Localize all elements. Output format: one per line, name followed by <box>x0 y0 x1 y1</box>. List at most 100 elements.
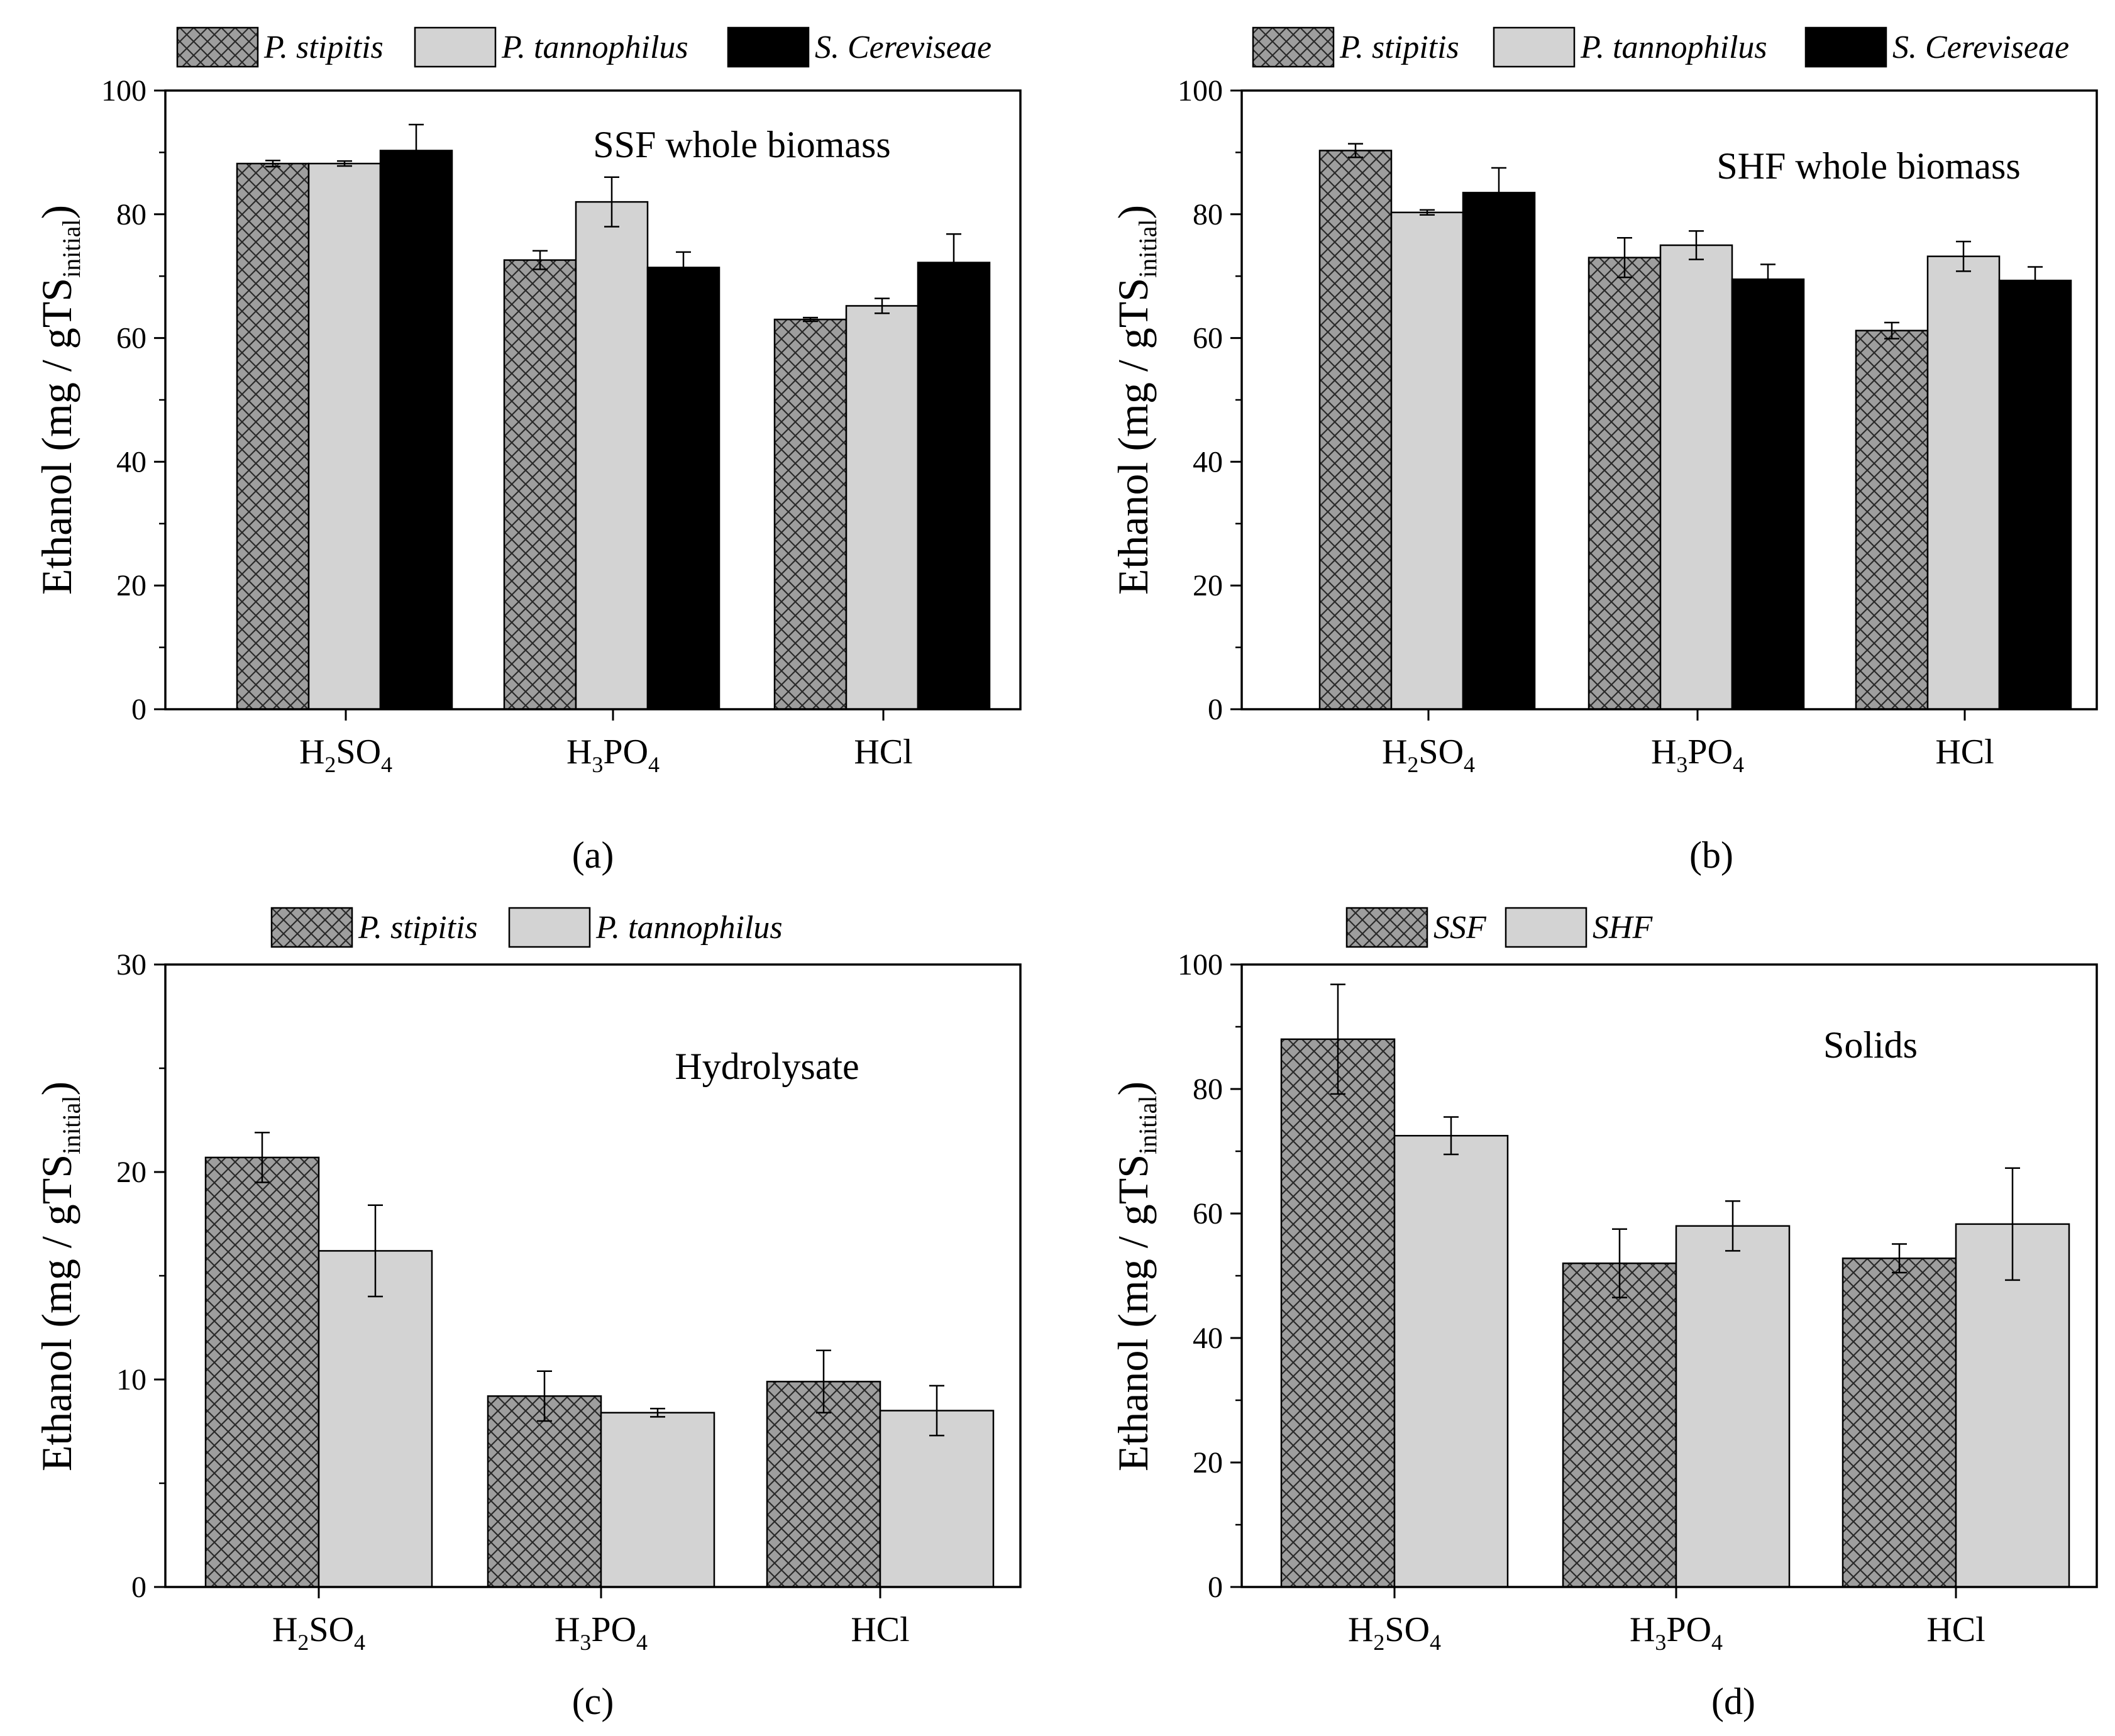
legend-label: P. stipitis <box>358 910 478 946</box>
x-tick-label: HCl <box>1935 733 1994 771</box>
error-bar <box>537 1370 552 1422</box>
error-bar <box>1725 1200 1740 1252</box>
bar-ssf-2 <box>1562 1262 1677 1588</box>
error-bar <box>265 159 280 168</box>
y-tick-label: 80 <box>1193 198 1223 231</box>
y-tick-label: 60 <box>1193 322 1223 355</box>
x-tick-label: HCl <box>854 733 912 771</box>
y-tick-label: 60 <box>1193 1197 1223 1230</box>
error-bar <box>676 251 691 284</box>
x-tick-label: H2SO4 <box>1348 1610 1441 1655</box>
legend-swatch <box>1505 907 1588 948</box>
y-tick-label: 20 <box>1193 569 1223 602</box>
y-tick-label: 80 <box>116 198 146 231</box>
bar-p-tannophilus-2 <box>600 1412 715 1588</box>
panel-label: (b) <box>1689 834 1733 876</box>
panel-label: (d) <box>1711 1681 1755 1722</box>
legend-swatch <box>176 26 259 68</box>
panel-label: (c) <box>572 1681 614 1722</box>
error-bar <box>1348 143 1363 158</box>
error-bar <box>929 1385 944 1437</box>
bar-ssf-1 <box>1280 1038 1396 1588</box>
chart-title: Hydrolysate <box>675 1046 859 1087</box>
legend-label: P. stipitis <box>263 30 384 65</box>
bar-p-tannophilus-1 <box>307 162 382 710</box>
error-bar <box>1689 230 1704 260</box>
bar-p-tannophilus-3 <box>1926 255 2001 710</box>
legend-label: P. tannophilus <box>501 30 688 65</box>
bar-shf-1 <box>1393 1135 1509 1588</box>
y-tick-label: 20 <box>116 569 146 602</box>
legend-swatch <box>1493 26 1576 68</box>
y-tick-label: 0 <box>131 1571 146 1604</box>
y-tick-label: 0 <box>1208 693 1223 726</box>
chart-panel-1: 0 20 40 60 80 100 H2SO4 H3PO4 HCl Ethanol (mg / g… <box>33 26 1022 876</box>
y-tick-label: 10 <box>116 1363 146 1396</box>
x-tick-label: H3PO4 <box>555 1610 648 1655</box>
legend-entry: P. stipitis <box>270 907 478 948</box>
legend-swatch <box>270 907 353 948</box>
x-tick-label: HCl <box>1926 1610 1985 1649</box>
legend-entry: SHF <box>1505 907 1654 948</box>
legend-swatch <box>1804 26 1887 68</box>
legend-label: P. tannophilus <box>1580 30 1767 65</box>
y-tick-label: 0 <box>1208 1571 1223 1604</box>
bar-p-stipitis-2 <box>1588 257 1662 710</box>
error-bar <box>1617 236 1632 279</box>
error-bar <box>533 250 548 270</box>
bar-s-cereviseae-1 <box>379 150 453 710</box>
bar-p-tannophilus-3 <box>845 305 919 710</box>
bar-p-tannophilus-2 <box>575 201 649 710</box>
legend-swatch <box>727 26 810 68</box>
error-bar <box>946 233 961 292</box>
y-tick-label: 0 <box>131 693 146 726</box>
error-bar <box>2005 1167 2020 1281</box>
error-bar <box>1884 321 1899 340</box>
bar-s-cereviseae-1 <box>1462 192 1536 710</box>
error-bar <box>1491 167 1506 218</box>
legend-label: P. tannophilus <box>595 910 783 946</box>
legend-entry: P. stipitis <box>1252 26 1459 68</box>
error-bar <box>650 1407 665 1418</box>
x-tick-label: H3PO4 <box>1651 733 1744 777</box>
y-tick-label: 100 <box>1178 948 1223 981</box>
y-tick-label: 40 <box>1193 1322 1223 1355</box>
bar-p-stipitis-2 <box>503 259 577 710</box>
x-tick-label: H3PO4 <box>566 733 660 777</box>
x-tick-label: H2SO4 <box>1382 733 1475 777</box>
error-bar <box>1892 1243 1907 1274</box>
error-bar <box>1612 1228 1627 1298</box>
error-bar <box>2028 266 2043 295</box>
bar-p-stipitis-3 <box>773 318 848 710</box>
error-bar <box>337 160 352 167</box>
error-bar <box>816 1349 831 1414</box>
error-bar <box>1420 209 1435 216</box>
error-bar <box>1444 1116 1459 1156</box>
legend-label: S. Cereviseae <box>1892 30 2069 65</box>
y-tick-label: 40 <box>116 445 146 478</box>
y-axis-label: Ethanol (mg / gTSinitial) <box>1109 1081 1162 1471</box>
bar-shf-3 <box>1955 1223 2070 1588</box>
y-tick-label: 80 <box>1193 1073 1223 1106</box>
bar-s-cereviseae-3 <box>917 262 991 710</box>
y-axis-label: Ethanol (mg / gTSinitial) <box>33 1081 86 1471</box>
bar-p-stipitis-1 <box>1318 150 1393 710</box>
error-bar <box>1330 983 1345 1095</box>
bar-p-tannophilus-2 <box>1659 244 1733 710</box>
chart-title: SHF whole biomass <box>1716 145 2020 187</box>
bar-s-cereviseae-3 <box>1998 279 2072 710</box>
error-bar <box>409 123 424 178</box>
y-tick-label: 40 <box>1193 445 1223 478</box>
x-tick-label: H3PO4 <box>1630 1610 1723 1655</box>
x-tick-label: H2SO4 <box>272 1610 365 1655</box>
x-tick-label: HCl <box>851 1610 909 1649</box>
error-bar <box>368 1204 383 1298</box>
bar-p-stipitis-3 <box>1855 329 1929 710</box>
legend-entry: S. Cereviseae <box>727 26 991 68</box>
y-axis-label: Ethanol (mg / gTSinitial) <box>33 205 86 595</box>
y-tick-label: 20 <box>1193 1446 1223 1479</box>
bar-p-tannophilus-1 <box>318 1250 433 1588</box>
x-tick-label: H2SO4 <box>299 733 392 777</box>
legend-swatch <box>414 26 497 68</box>
